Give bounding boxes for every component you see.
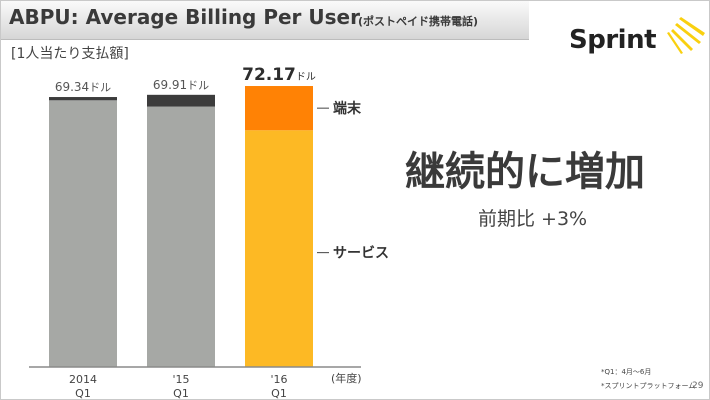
legend-service-label: サービス	[333, 246, 389, 262]
x-tick-quarter-0: Q1	[75, 387, 91, 399]
bar-service-0	[49, 100, 117, 367]
x-tick-year-1: '15	[172, 373, 189, 386]
headline: 継続的に増加	[405, 149, 645, 195]
total-label-0: 69.34ドル	[55, 80, 111, 94]
bar-service-2	[245, 130, 313, 367]
yoy-change: 前期比 +3%	[478, 208, 588, 230]
total-label-2: 72.17ドル	[242, 65, 316, 85]
logo-wordmark: Sprint	[569, 25, 657, 55]
bar-service-1	[147, 106, 215, 367]
title-band: ABPU: Average Billing Per User (ポストペイド携帯…	[1, 1, 529, 40]
legend-device-label: 端末	[333, 100, 362, 117]
page-number: 29	[692, 381, 704, 391]
footnote-quarter: *Q1：4月〜6月	[601, 368, 652, 376]
total-labels-layer: 69.34ドル 69.91ドル 72.17ドル	[55, 65, 316, 94]
sprint-logo: Sprint	[569, 11, 709, 71]
footnote-platform: *スプリントプラットフォーム	[601, 382, 696, 390]
bar-device-2	[245, 86, 313, 131]
bar-device-0	[49, 97, 117, 101]
bars-layer	[49, 86, 313, 367]
sprint-burst-icon	[667, 17, 705, 54]
page-title: ABPU: Average Billing Per User	[9, 5, 360, 29]
x-tick-quarter-2: Q1	[271, 387, 287, 399]
x-tick-year-0: 2014	[69, 373, 97, 386]
page-title-subtitle: (ポストペイド携帯電話)	[358, 15, 479, 28]
x-tick-year-2: '16	[270, 373, 287, 386]
bar-device-1	[147, 94, 215, 107]
x-tick-quarter-1: Q1	[173, 387, 189, 399]
x-unit-label: (年度)	[331, 371, 362, 385]
unit-label: [1人当たり支払額]	[11, 46, 129, 62]
total-label-1: 69.91ドル	[153, 78, 209, 92]
